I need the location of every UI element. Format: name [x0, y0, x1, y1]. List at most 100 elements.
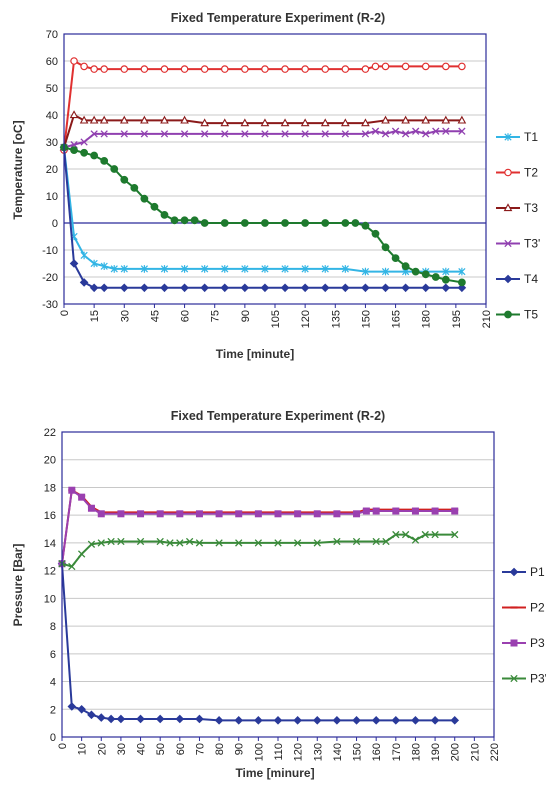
data-point [160, 115, 169, 124]
data-point [442, 127, 450, 135]
data-point [321, 65, 330, 73]
data-point [391, 127, 400, 135]
data-point [77, 550, 86, 558]
data-point [200, 283, 209, 293]
x-tick-label: 220 [489, 743, 501, 761]
data-point [120, 65, 129, 73]
data-point [321, 219, 330, 227]
data-point [241, 265, 249, 273]
data-point [422, 130, 430, 138]
series-T3' [60, 127, 466, 152]
legend-label: T5 [524, 308, 538, 322]
legend-label: P3' [530, 672, 546, 686]
series-line [61, 563, 455, 722]
data-point [136, 537, 145, 546]
x-tick-label: 30 [116, 743, 128, 755]
data-point [352, 716, 361, 725]
data-point [215, 539, 223, 547]
data-point [160, 211, 169, 219]
data-point [254, 716, 263, 725]
data-point [254, 510, 262, 518]
x-tick-label: 40 [136, 743, 148, 755]
y-tick-label: -30 [42, 299, 58, 311]
data-point [362, 507, 370, 515]
y-axis-label: Temperature [oC] [11, 120, 25, 219]
data-point [411, 536, 420, 544]
data-point [458, 127, 466, 135]
data-point [97, 539, 105, 547]
data-point [381, 130, 390, 138]
x-tick-label: 180 [410, 743, 422, 761]
y-tick-label: 2 [50, 704, 56, 716]
legend-marker [510, 674, 518, 683]
data-point [116, 714, 126, 724]
legend-label: T2 [524, 166, 538, 180]
legend-entry: T2 [496, 166, 538, 180]
data-point [180, 283, 189, 293]
data-point [119, 115, 129, 124]
series-P1 [57, 559, 460, 725]
x-tick-label: 90 [234, 743, 246, 755]
data-point [280, 118, 290, 127]
data-point [87, 504, 95, 512]
data-point [457, 115, 467, 124]
series-line [63, 146, 463, 284]
data-point [260, 118, 270, 127]
data-point [301, 265, 309, 273]
data-point [90, 151, 99, 160]
data-point [361, 267, 370, 276]
data-point [421, 270, 430, 279]
data-point [220, 219, 229, 227]
data-point [293, 539, 302, 547]
y-tick-label: 50 [46, 83, 58, 95]
legend-marker [504, 310, 512, 319]
legend-entry: P2 [502, 601, 545, 615]
data-point [110, 265, 118, 273]
temperature-chart: Fixed Temperature Experiment (R-2) -30 -2… [11, 11, 540, 361]
y-tick-label: 0 [50, 732, 56, 744]
data-point [195, 539, 204, 547]
data-point [234, 716, 244, 725]
legend-marker [510, 639, 518, 647]
legend-entry: T4 [496, 272, 538, 286]
data-point [281, 265, 289, 273]
data-point [215, 510, 223, 518]
data-point [441, 275, 450, 284]
data-point [106, 714, 116, 724]
series-T4 [59, 143, 467, 293]
data-point [421, 530, 429, 539]
x-tick-label: 50 [155, 743, 167, 755]
data-point [261, 130, 269, 138]
data-point [274, 510, 282, 518]
x-tick-label: 135 [330, 310, 342, 328]
data-point [241, 130, 249, 138]
data-point [353, 510, 361, 518]
x-tick-label: 150 [352, 743, 364, 761]
data-point [180, 65, 189, 73]
y-tick-label: 30 [46, 137, 58, 149]
data-point [119, 283, 129, 293]
series-T2 [60, 57, 466, 154]
data-point [401, 530, 410, 539]
legend-entry: P3' [502, 672, 546, 686]
x-tick-label: 75 [210, 310, 222, 322]
legend-label: T3' [524, 237, 540, 251]
series-line [61, 488, 455, 564]
data-point [100, 157, 109, 165]
data-point [260, 283, 270, 293]
data-point [140, 65, 149, 73]
data-point [156, 537, 164, 546]
data-point [333, 537, 341, 546]
data-point [300, 283, 310, 293]
data-point [160, 265, 169, 273]
series-line [61, 533, 455, 568]
legend-label: T1 [524, 130, 538, 144]
data-point [80, 62, 88, 71]
data-point [190, 216, 199, 225]
data-point [87, 540, 96, 548]
data-point [280, 283, 290, 293]
data-point [89, 115, 99, 124]
data-point [80, 138, 88, 146]
data-point [381, 267, 390, 276]
data-point [361, 65, 370, 73]
